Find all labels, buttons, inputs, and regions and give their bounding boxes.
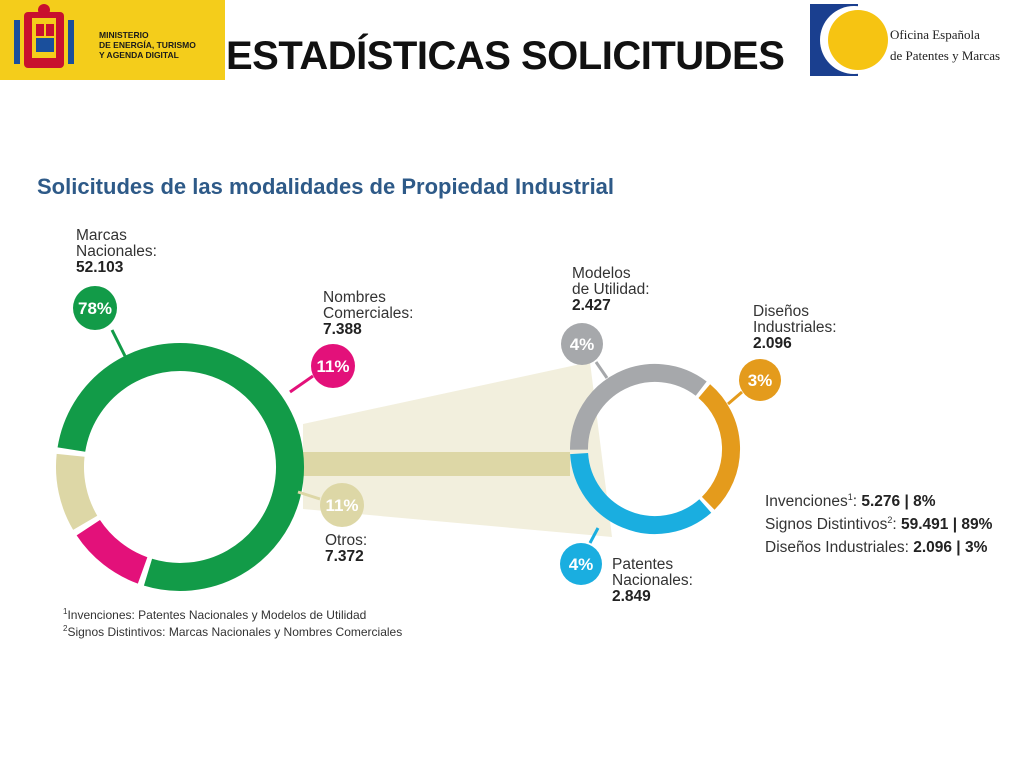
percent-badge-disenos-leader [727, 390, 743, 406]
percent-badge-patentes-text: 4% [569, 555, 594, 574]
slice-label-otros: Otros: 7.372 [325, 532, 368, 565]
small-slice-arc-0 [569, 363, 707, 450]
percent-badge-nombres-leader [289, 374, 314, 394]
slice-value: 7.372 [325, 548, 364, 565]
percent-badge-modelos-leader [594, 361, 609, 379]
small-slice-arc-2 [570, 452, 712, 535]
ministry-logo-block: MINISTERIO DE ENERGÍA, TURISMO Y AGENDA … [0, 0, 225, 80]
percent-badge-marcas [73, 286, 117, 330]
slice-label-patentes: Patentes Nacionales: 2.849 [612, 556, 693, 605]
slice-value: 52.103 [76, 259, 124, 276]
footnote-1: 1Invenciones: Patentes Nacionales y Mode… [63, 607, 367, 622]
percent-badge-otros [320, 483, 364, 527]
ministry-name: MINISTERIO DE ENERGÍA, TURISMO Y AGENDA … [99, 30, 196, 60]
connector-band [303, 362, 612, 537]
percent-badge-otros-leader [297, 490, 321, 501]
percent-badge-otros-text: 11% [325, 496, 358, 515]
percent-badge-marcas-leader [110, 329, 127, 357]
percent-badge-disenos-text: 3% [748, 371, 773, 390]
slice-value: 2.096 [753, 335, 792, 352]
slice-label-disenos: Diseños Industriales: 2.096 [753, 303, 837, 352]
slice-arc-2 [56, 453, 98, 530]
percent-badge-disenos [739, 359, 781, 401]
percent-badge-modelos [561, 323, 603, 365]
slice-label-modelos: Modelos de Utilidad: 2.427 [572, 265, 650, 314]
page-title: ESTADÍSTICAS SOLICITUDES [226, 34, 785, 78]
oepm-logo-icon [810, 4, 888, 76]
slice-arc-1 [76, 519, 148, 584]
slice-arc-0 [57, 342, 305, 591]
oepm-name: Oficina Española de Patentes y Marcas [890, 27, 1001, 63]
slice-value: 7.388 [323, 321, 362, 338]
legend-item-signos: Signos Distintivos2: 59.491 | 89% [765, 515, 993, 534]
percent-badge-patentes [560, 543, 602, 585]
legend-item-invenciones: Invenciones1: 5.276 | 8% [765, 492, 936, 511]
footnote-2: 2Signos Distintivos: Marcas Nacionales y… [63, 624, 403, 639]
coat-of-arms-icon [14, 4, 74, 68]
percent-badge-modelos-text: 4% [570, 335, 595, 354]
percent-badge-nombres [311, 344, 355, 388]
connector-bar [300, 452, 570, 476]
percent-badge-nombres-text: 11% [316, 357, 349, 376]
slice-value: 2.849 [612, 588, 651, 605]
chart-title: Solicitudes de las modalidades de Propie… [37, 174, 615, 199]
slice-label-nombres: Nombres Comerciales: 7.388 [323, 289, 414, 338]
percent-badge-marcas-text: 78% [78, 299, 112, 318]
slice-label-marcas: Marcas Nacionales: 52.103 [76, 227, 157, 276]
percent-badge-patentes-leader [588, 527, 600, 544]
legend-item-disenos: Diseños Industriales: 2.096 | 3% [765, 539, 988, 557]
slice-value: 2.427 [572, 297, 611, 314]
small-slice-arc-1 [698, 384, 740, 510]
